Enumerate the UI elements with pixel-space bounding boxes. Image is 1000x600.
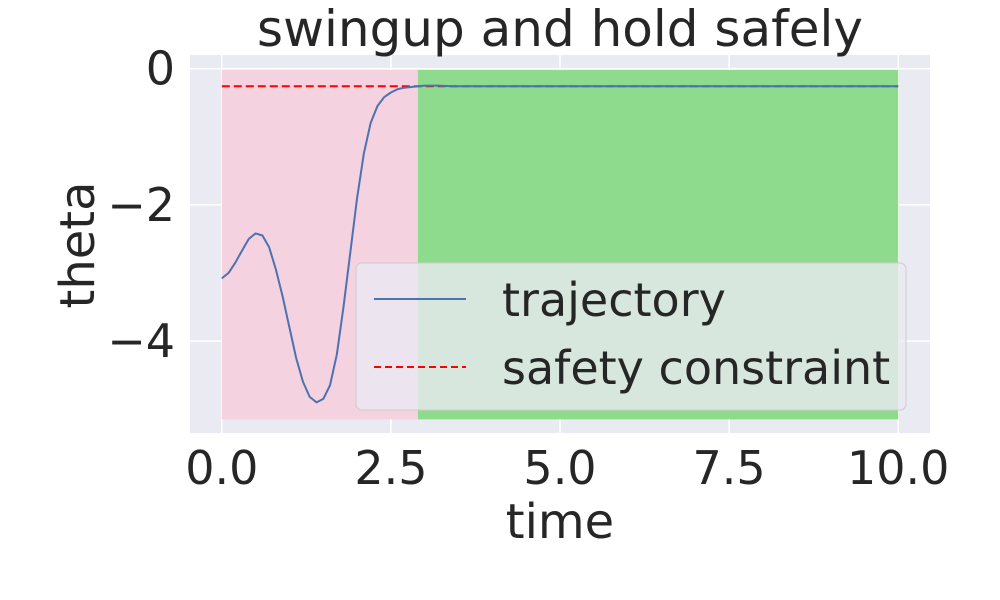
series-line-trajectory <box>221 84 899 404</box>
chart-title: swingup and hold safely <box>257 0 863 58</box>
legend: trajectory safety constraint <box>355 262 907 411</box>
x-tick-label-0: 0.0 <box>185 441 258 495</box>
series-lines <box>221 84 899 404</box>
tick-labels: 0.0 2.5 5.0 7.5 10.0 0 −2 −4 <box>107 42 949 495</box>
x-tick-label-2: 5.0 <box>523 441 596 495</box>
y-axis-label: theta <box>50 181 106 308</box>
x-tick-label-4: 10.0 <box>847 441 949 495</box>
x-tick-label-1: 2.5 <box>354 441 427 495</box>
y-tick-label-0: 0 <box>146 42 175 96</box>
y-tick-label-2: −4 <box>107 314 175 368</box>
y-tick-label-1: −2 <box>107 178 175 232</box>
legend-label-trajectory: trajectory <box>502 273 726 327</box>
legend-label-safety-constraint: safety constraint <box>502 341 890 395</box>
x-tick-label-3: 7.5 <box>693 441 766 495</box>
x-axis-label: time <box>506 494 614 550</box>
legend-box <box>355 262 907 411</box>
